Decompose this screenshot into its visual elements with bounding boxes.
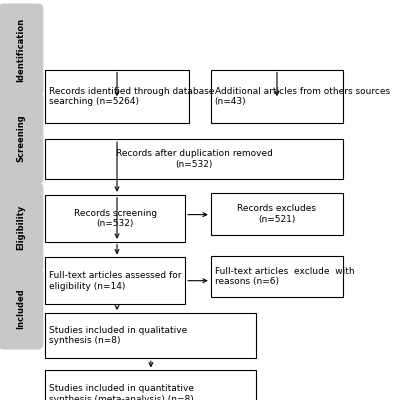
Bar	[211, 256, 343, 297]
Text: Full-text articles  exclude  with
reasons (n=6): Full-text articles exclude with reasons …	[215, 267, 354, 286]
Bar	[211, 193, 343, 235]
Text: Additional articles from others sources
(n=43): Additional articles from others sources …	[215, 87, 390, 106]
Text: Records after duplication removed
(n=532): Records after duplication removed (n=532…	[115, 150, 273, 169]
Bar	[45, 139, 343, 179]
Text: Eligibility: Eligibility	[16, 204, 25, 250]
Bar	[45, 313, 256, 358]
Text: Identification: Identification	[16, 18, 25, 82]
Bar	[211, 70, 343, 124]
Text: Included: Included	[16, 288, 25, 329]
FancyBboxPatch shape	[0, 92, 43, 184]
Bar	[45, 257, 185, 304]
Text: Full-text articles assessed for
eligibility (n=14): Full-text articles assessed for eligibil…	[49, 271, 182, 290]
FancyBboxPatch shape	[0, 4, 43, 96]
Bar	[45, 70, 189, 124]
Bar	[45, 370, 256, 400]
Text: Records excludes
(n=521): Records excludes (n=521)	[237, 204, 316, 224]
Text: Records identified through database
searching (n=5264): Records identified through database sear…	[49, 87, 215, 106]
Text: Studies included in quantitative
synthesis (meta-analysis) (n=8): Studies included in quantitative synthes…	[49, 384, 194, 400]
FancyBboxPatch shape	[0, 268, 43, 350]
Text: Screening: Screening	[16, 114, 25, 162]
Text: Records screening
(n=532): Records screening (n=532)	[74, 208, 157, 228]
FancyBboxPatch shape	[0, 183, 43, 271]
Text: Studies included in qualitative
synthesis (n=8): Studies included in qualitative synthesi…	[49, 326, 188, 345]
Bar	[45, 195, 185, 242]
